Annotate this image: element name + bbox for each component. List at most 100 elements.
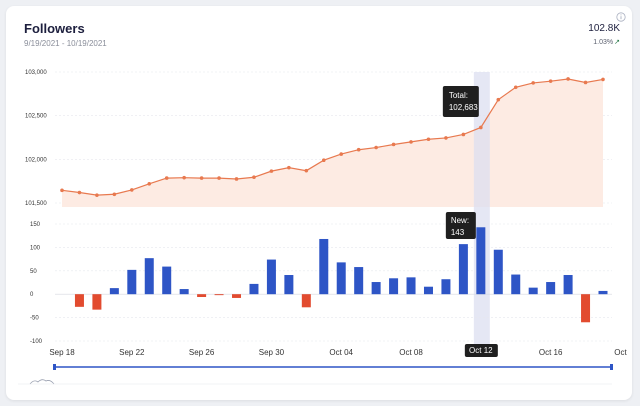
total-point: [60, 188, 64, 193]
new-followers-bar[interactable]: [406, 277, 416, 295]
new-followers-bar[interactable]: [336, 262, 346, 295]
new-followers-bar[interactable]: [389, 278, 399, 295]
card-title: Followers: [24, 21, 85, 36]
total-point: [548, 79, 553, 83]
new-followers-bar[interactable]: [109, 288, 119, 295]
total-point: [130, 188, 134, 192]
total-point: [95, 193, 99, 197]
new-followers-bar[interactable]: [92, 294, 102, 310]
new-followers-bar[interactable]: [546, 282, 556, 295]
new-followers-bar[interactable]: [528, 287, 538, 295]
new-followers-bar[interactable]: [354, 267, 364, 295]
total-point: [496, 97, 501, 102]
total-point: [199, 176, 204, 180]
new-followers-bar[interactable]: [162, 266, 172, 295]
total-point: [234, 177, 239, 181]
new-followers-bar[interactable]: [581, 294, 591, 323]
new-tooltip-value: 143: [451, 228, 465, 237]
total-point: [217, 176, 221, 180]
x-tick-label: Oct: [614, 348, 627, 357]
new-followers-bar[interactable]: [441, 279, 451, 295]
line-y-tick-label: 102,000: [25, 157, 47, 163]
new-followers-bar[interactable]: [74, 294, 84, 307]
x-highlight-label-box: [464, 344, 498, 357]
new-followers-bar[interactable]: [458, 244, 468, 295]
new-followers-bar[interactable]: [371, 282, 381, 295]
total-point: [147, 181, 152, 186]
total-point: [77, 190, 82, 195]
total-point: [287, 165, 291, 170]
x-tick-label: Oct 16: [539, 348, 563, 357]
new-followers-bar[interactable]: [214, 294, 224, 296]
new-followers-bar[interactable]: [232, 294, 242, 298]
new-followers-bar[interactable]: [266, 259, 276, 295]
change-percent: 1.03%: [593, 39, 614, 46]
x-tick-label: Sep 26: [189, 348, 215, 357]
new-followers-bar[interactable]: [598, 290, 608, 295]
total-point: [391, 142, 396, 147]
total-point: [112, 192, 117, 197]
total-followers-value: 102.8K: [588, 23, 620, 34]
new-followers-bar[interactable]: [563, 275, 573, 295]
total-point: [566, 77, 570, 81]
arrow-up-right-icon: ↗: [614, 39, 620, 46]
new-followers-bar[interactable]: [249, 283, 259, 295]
info-icon[interactable]: [616, 12, 626, 22]
total-point: [531, 81, 535, 85]
new-followers-bar[interactable]: [197, 294, 207, 298]
new-followers-bar[interactable]: [493, 249, 503, 295]
x-tick-label: Sep 22: [119, 348, 145, 357]
new-followers-bar[interactable]: [319, 238, 329, 295]
total-point: [321, 158, 326, 163]
x-tick-label: Oct 04: [329, 348, 353, 357]
line-y-tick-label: 101,500: [25, 201, 47, 207]
bar-y-tick-label: 150: [30, 222, 41, 228]
total-point: [164, 176, 169, 180]
total-point: [601, 77, 605, 82]
bar-y-tick-label: -50: [30, 316, 39, 322]
total-line: [61, 78, 604, 196]
total-point: [513, 85, 518, 90]
line-y-tick-label: 102,500: [25, 114, 47, 120]
x-highlight-label: Oct 12: [469, 346, 493, 355]
mini-chart-icon: [29, 379, 55, 385]
total-point: [304, 168, 309, 173]
new-followers-bar[interactable]: [423, 286, 433, 295]
total-point: [374, 145, 378, 150]
total-point: [339, 152, 344, 156]
bar-y-tick-label: -100: [30, 339, 43, 345]
new-followers-bar[interactable]: [127, 269, 137, 295]
new-followers-bar[interactable]: [179, 289, 189, 295]
new-tooltip: [445, 212, 476, 239]
total-point: [583, 80, 588, 85]
total-point: [461, 132, 466, 137]
range-handle-left[interactable]: [53, 364, 56, 370]
bar-y-tick-label: 0: [30, 292, 34, 298]
new-followers-bar[interactable]: [284, 275, 294, 295]
bar-y-tick-label: 100: [30, 245, 41, 251]
line-y-tick-label: 103,000: [25, 70, 47, 76]
total-point: [409, 140, 413, 144]
total-point: [356, 147, 361, 152]
total-point: [269, 169, 274, 173]
total-point: [252, 175, 256, 180]
new-followers-bar[interactable]: [144, 258, 154, 295]
new-followers-bar[interactable]: [301, 294, 311, 308]
total-tooltip-value: 102,683: [449, 103, 478, 112]
new-followers-bar[interactable]: [476, 227, 486, 295]
total-tooltip-label: Total:: [449, 91, 468, 100]
new-followers-bar[interactable]: [511, 274, 521, 295]
x-tick-label: Sep 30: [259, 348, 285, 357]
total-point: [182, 175, 186, 180]
x-tick-label: Oct 08: [399, 348, 423, 357]
total-tooltip: [442, 86, 479, 117]
total-point: [426, 137, 431, 142]
date-range: 9/19/2021 - 10/19/2021: [24, 39, 107, 48]
follower-change: 1.03%↗: [593, 38, 620, 46]
x-tick-label: Sep 18: [49, 348, 75, 357]
new-tooltip-label: New:: [451, 216, 469, 225]
total-point: [444, 136, 448, 140]
range-handle-right[interactable]: [610, 364, 613, 370]
total-area: [62, 78, 603, 207]
